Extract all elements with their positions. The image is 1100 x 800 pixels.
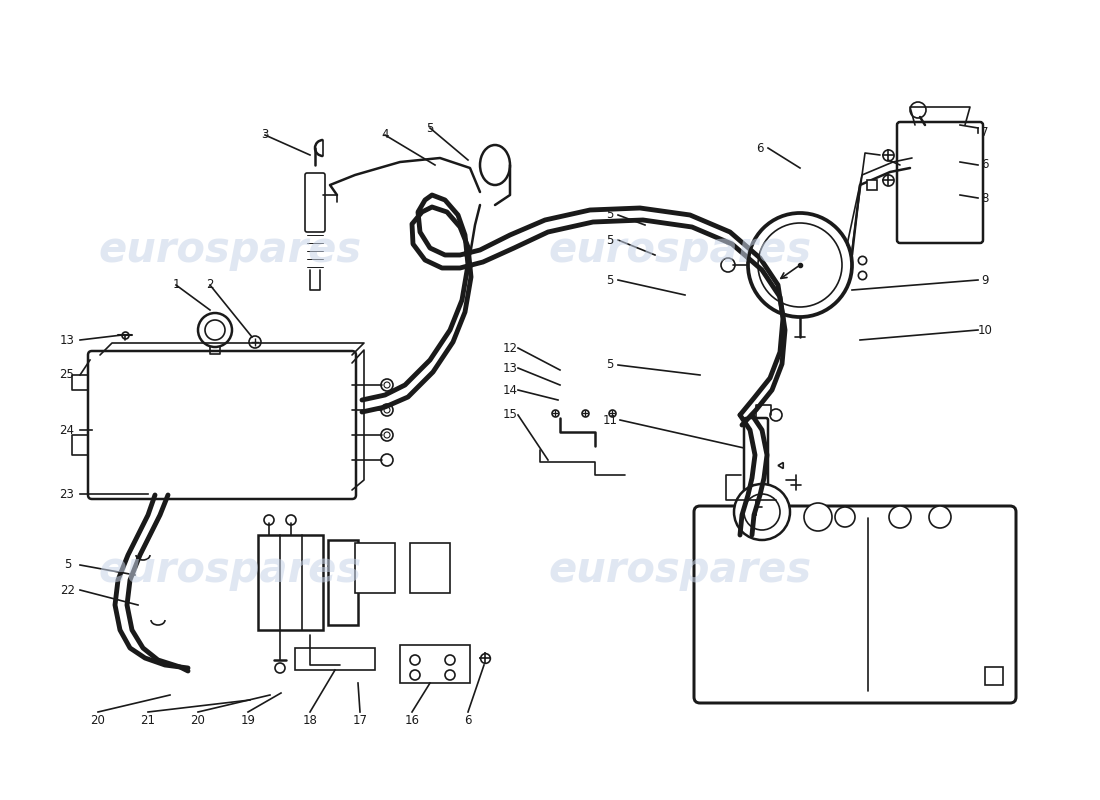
Circle shape [381, 379, 393, 391]
Text: 6: 6 [464, 714, 472, 726]
Text: 9: 9 [981, 274, 989, 286]
FancyBboxPatch shape [305, 173, 324, 232]
Text: 3: 3 [262, 129, 268, 142]
Text: eurospares: eurospares [549, 549, 812, 591]
Text: 5: 5 [64, 558, 72, 571]
Text: 25: 25 [59, 369, 75, 382]
Circle shape [734, 484, 790, 540]
Text: 24: 24 [59, 423, 75, 437]
Circle shape [930, 506, 952, 528]
Text: 20: 20 [190, 714, 206, 726]
Bar [355, 543, 395, 593]
Circle shape [249, 336, 261, 348]
Text: 11: 11 [603, 414, 617, 426]
Circle shape [804, 503, 832, 531]
Text: eurospares: eurospares [98, 549, 362, 591]
Text: 2: 2 [207, 278, 213, 291]
Text: eurospares: eurospares [98, 229, 362, 271]
Circle shape [381, 404, 393, 416]
Circle shape [264, 515, 274, 525]
Text: 13: 13 [59, 334, 75, 346]
Text: 18: 18 [302, 714, 318, 726]
Text: 8: 8 [981, 191, 989, 205]
Bar [295, 648, 375, 670]
Circle shape [748, 213, 852, 317]
Text: 13: 13 [503, 362, 517, 374]
Circle shape [410, 670, 420, 680]
Circle shape [205, 320, 225, 340]
FancyBboxPatch shape [88, 351, 356, 499]
FancyBboxPatch shape [896, 122, 983, 243]
Text: 19: 19 [241, 714, 255, 726]
Text: 1: 1 [173, 278, 179, 291]
Circle shape [198, 313, 232, 347]
Text: eurospares: eurospares [549, 229, 812, 271]
Text: 21: 21 [141, 714, 155, 726]
Circle shape [381, 429, 393, 441]
Circle shape [720, 258, 735, 272]
Bar [410, 543, 450, 593]
Text: 5: 5 [606, 358, 614, 371]
Text: 15: 15 [503, 409, 517, 422]
Text: 20: 20 [90, 714, 106, 726]
Text: 10: 10 [978, 323, 992, 337]
Bar [400, 645, 470, 683]
Text: 22: 22 [60, 583, 76, 597]
FancyBboxPatch shape [744, 418, 768, 502]
Text: 4: 4 [382, 129, 388, 142]
Circle shape [410, 655, 420, 665]
Text: 5: 5 [606, 209, 614, 222]
Circle shape [381, 454, 393, 466]
Text: 5: 5 [606, 274, 614, 286]
Circle shape [384, 432, 390, 438]
Circle shape [286, 515, 296, 525]
Circle shape [758, 223, 842, 307]
Bar [984, 667, 1003, 685]
Circle shape [275, 663, 285, 673]
Text: 6: 6 [757, 142, 763, 154]
Circle shape [384, 407, 390, 413]
Text: 23: 23 [59, 487, 75, 501]
Text: 14: 14 [503, 383, 517, 397]
Circle shape [384, 382, 390, 388]
Circle shape [889, 506, 911, 528]
Circle shape [770, 409, 782, 421]
Text: 16: 16 [405, 714, 419, 726]
Text: 5: 5 [427, 122, 433, 134]
FancyBboxPatch shape [694, 506, 1016, 703]
Circle shape [910, 102, 926, 118]
Circle shape [835, 507, 855, 527]
Text: 6: 6 [981, 158, 989, 171]
Circle shape [446, 670, 455, 680]
Text: 5: 5 [606, 234, 614, 246]
Circle shape [446, 655, 455, 665]
Bar [328, 540, 358, 625]
Text: 7: 7 [981, 126, 989, 139]
Text: 17: 17 [352, 714, 367, 726]
Circle shape [744, 494, 780, 530]
Bar [258, 535, 323, 630]
Text: 12: 12 [503, 342, 517, 354]
